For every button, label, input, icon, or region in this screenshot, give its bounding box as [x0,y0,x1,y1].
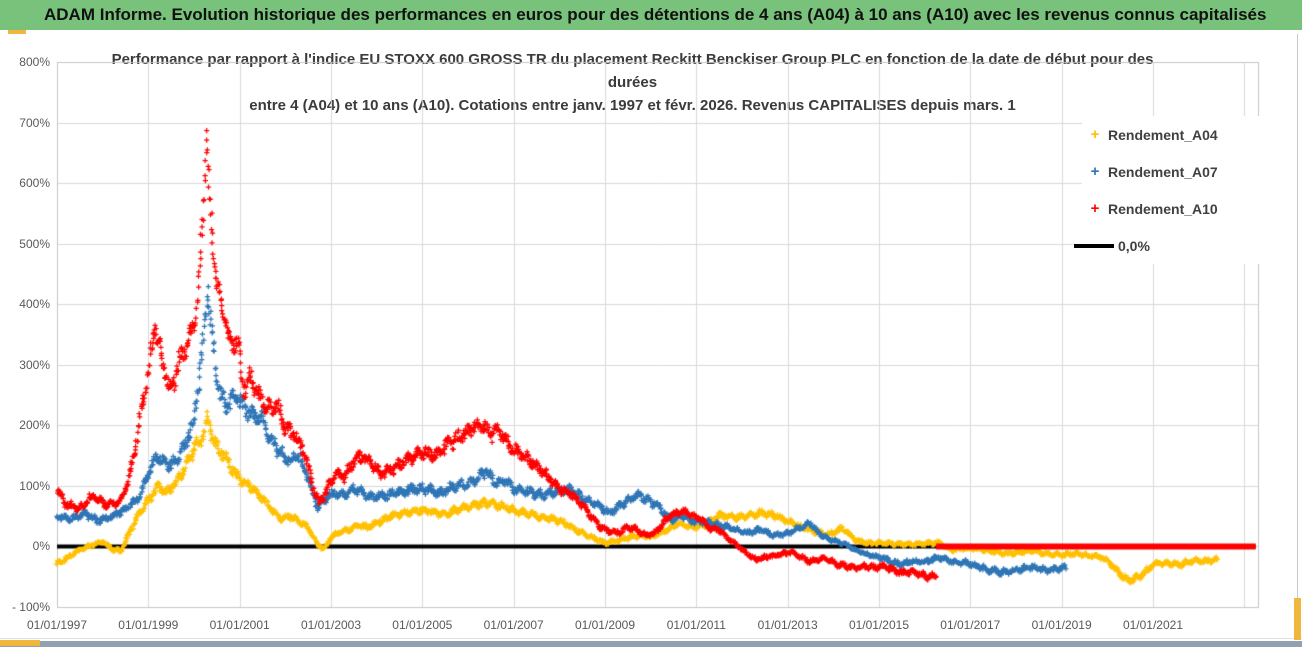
x-tick-label: 01/01/2009 [574,618,636,632]
y-tick-label: 0% [32,539,50,554]
legend-entry-zero-line[interactable]: 0,0% [1074,227,1260,264]
y-tick-label: 100% [19,478,50,493]
plus-marker-icon: + [1090,200,1100,217]
zero-line-swatch [1074,243,1114,248]
gold-accent-bottom-left [0,640,40,646]
plus-marker-icon: + [1090,126,1100,143]
legend-entry-a10[interactable]: + Rendement_A10 [1082,190,1260,227]
y-tick-label: 200% [19,418,50,433]
x-tick-label: 01/01/2015 [848,618,909,632]
y-tick-label: 500% [19,236,50,251]
legend-label: 0,0% [1118,237,1150,254]
x-tick-label: 01/01/2019 [1031,618,1092,632]
legend-label: Rendement_A10 [1108,200,1218,217]
x-tick-label: 01/01/2001 [209,618,270,632]
x-tick-label: 01/01/2011 [666,618,726,632]
y-tick-label: 400% [19,297,50,312]
x-tick-label: 01/01/2007 [483,618,544,632]
y-tick-label: 800% [19,55,50,69]
x-tick-label: 01/01/2021 [1122,618,1183,632]
horizontal-scrollbar[interactable] [0,641,1302,647]
y-tick-label: 700% [19,115,50,130]
bottom-divider-line [0,638,1302,639]
legend-label: Rendement_A04 [1108,126,1218,143]
y-tick-label: 600% [19,176,50,191]
y-tick-label: - 100% [11,600,50,614]
chart-legend: + Rendement_A04 + Rendement_A07 + Rendem… [1074,116,1260,264]
legend-label: Rendement_A07 [1108,163,1218,180]
x-tick-label: 01/01/1999 [118,618,179,632]
x-tick-label: 01/01/2005 [392,618,453,632]
y-tick-label: 300% [19,357,50,372]
legend-entry-a07[interactable]: + Rendement_A07 [1082,153,1260,190]
x-tick-label: 01/01/1997 [26,618,88,632]
x-tick-label: 01/01/2017 [940,618,1001,632]
x-tick-label: 01/01/2003 [300,618,362,632]
gold-accent-bottom-right [1294,598,1301,640]
x-tick-label: 01/01/2013 [757,618,818,632]
right-edge-border [1297,34,1298,640]
legend-entry-a04[interactable]: + Rendement_A04 [1082,116,1260,153]
plus-marker-icon: + [1090,163,1100,180]
